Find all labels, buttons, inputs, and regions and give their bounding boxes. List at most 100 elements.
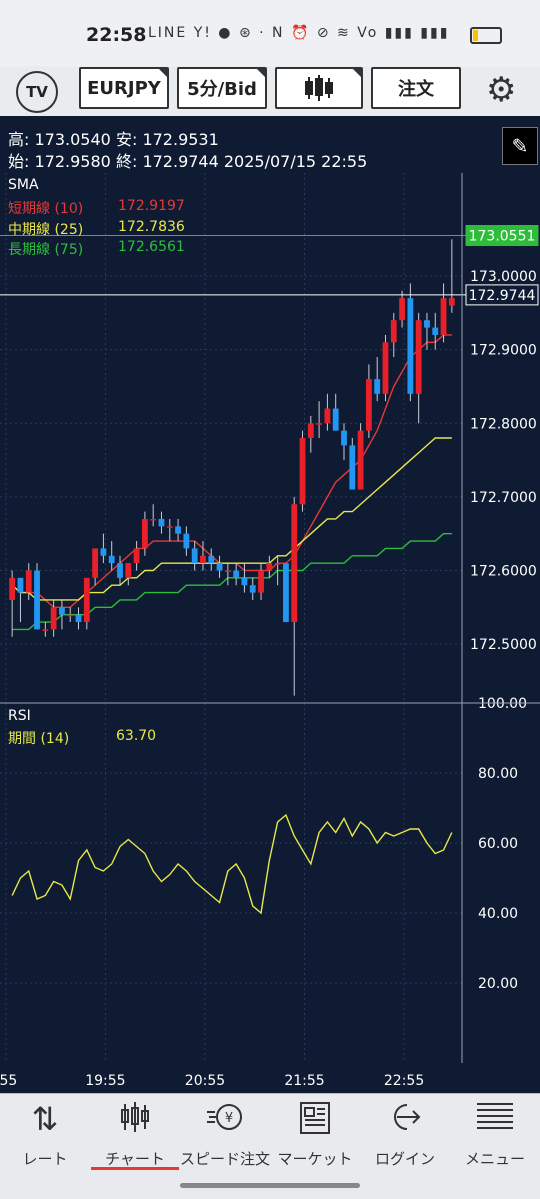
low-label: 安: (115, 130, 138, 149)
tab-speed-order-label: スピード注文 (180, 1150, 271, 1168)
tab-market[interactable]: マーケット (270, 1094, 360, 1174)
open-label: 始: (8, 152, 30, 171)
candle-body (440, 298, 447, 335)
candle-body (341, 430, 347, 446)
tab-rate[interactable]: ⇅ レート (0, 1094, 90, 1174)
tab-login[interactable]: ログイン (360, 1094, 450, 1174)
candle-body (50, 607, 57, 630)
candle-body (374, 379, 381, 394)
candle-body (200, 555, 206, 564)
candle-body (150, 518, 157, 521)
chart-type-button[interactable] (275, 67, 363, 109)
battery-icon (470, 27, 502, 44)
rsi-tick-label: 20.00 (478, 976, 518, 992)
top-toolbar: TV EURJPY 5分/Bid 注文 ⚙ (0, 66, 540, 116)
candle-body (108, 555, 115, 564)
low-value: 172.9531 (142, 130, 219, 149)
tab-chart[interactable]: チャート (90, 1094, 180, 1174)
candle-body (332, 408, 339, 431)
candle-body (448, 298, 455, 306)
candle-body (34, 570, 40, 630)
candle-body (299, 438, 306, 505)
price-tick-label: 172.6000 (470, 564, 537, 580)
candle-body (432, 327, 439, 335)
candle-body (291, 504, 298, 623)
candle-body (241, 577, 248, 586)
sma-short-label: 短期線 (10) (8, 201, 84, 217)
price-tag-label: 173.0551 (469, 228, 536, 244)
gear-icon[interactable]: ⚙ (486, 70, 517, 110)
candle-body (100, 548, 107, 556)
close-value: 172.9744 (142, 152, 219, 171)
candle-body (191, 548, 198, 564)
tab-speed-order[interactable]: ¥ スピード注文 (180, 1094, 270, 1174)
tradingview-logo[interactable]: TV (16, 71, 58, 113)
candle-body (249, 585, 256, 593)
candle-body (365, 379, 372, 431)
candle-body (166, 526, 173, 528)
candle-body (283, 563, 289, 623)
order-label: 注文 (398, 79, 434, 100)
price-tick-label: 172.5000 (470, 637, 537, 653)
time-tick-label: 19:55 (85, 1073, 125, 1089)
status-bar: 22:58 LINE Y! ● ⊛ · N ⏰ ⊘ ≋ Vo ▮▮▮ ▮▮▮ (0, 0, 540, 66)
candle-body (25, 570, 32, 593)
candle-body (415, 320, 422, 394)
candle-body (59, 607, 65, 615)
candle-body (324, 408, 331, 424)
price-tag-box (465, 284, 539, 306)
rate-arrows-icon: ⇅ (31, 1100, 59, 1138)
rsi-period-label: 期間 (14) (8, 731, 70, 747)
candle-body (141, 518, 148, 549)
candle-body (424, 320, 430, 328)
candle-body (208, 555, 215, 564)
status-icons: LINE Y! ● ⊛ · N ⏰ ⊘ ≋ Vo ▮▮▮ ▮▮▮ (148, 25, 450, 41)
candle-body (17, 577, 24, 593)
tab-chart-label: チャート (105, 1150, 165, 1168)
sma-short-value: 172.9197 (118, 198, 185, 214)
candle-body (42, 629, 49, 631)
time-tick-label: 21:55 (284, 1073, 324, 1089)
interval-label: 5分/Bid (187, 79, 257, 100)
candle-body (399, 298, 405, 321)
rsi-tick-label: 80.00 (478, 766, 518, 782)
svg-text:¥: ¥ (225, 1111, 233, 1126)
open-value: 172.9580 (34, 152, 111, 171)
candle-body (349, 445, 356, 490)
chart-icon (90, 1100, 180, 1142)
price-tag-label: 172.9744 (469, 288, 536, 304)
ohlc-info: 高: 173.0540 安: 172.9531 始: 172.9580 終: 1… (0, 116, 540, 173)
price-tick-label: 172.7000 (470, 490, 537, 506)
rsi-value: 63.70 (116, 728, 157, 744)
candle-body (183, 533, 190, 549)
candle-body (133, 548, 140, 564)
chart-canvas[interactable]: 173.0000 172.9000 172.8000 172.7000 172.6000… (0, 173, 540, 1093)
candle-body (158, 518, 165, 527)
interval-button[interactable]: 5分/Bid (177, 67, 267, 109)
candle-body (83, 577, 90, 623)
order-button[interactable]: 注文 (371, 67, 461, 109)
tab-market-label: マーケット (277, 1150, 353, 1168)
candle-body (274, 563, 281, 565)
candle-body (266, 563, 273, 571)
rsi-tick-label: 60.00 (478, 836, 518, 852)
candle-body (92, 548, 99, 578)
chart-area[interactable]: 173.0000 172.9000 172.8000 172.7000 172.6000… (0, 173, 540, 1093)
price-tick-label: 173.0000 (470, 269, 537, 285)
sma-mid-label: 中期線 (25) (8, 222, 84, 238)
candle-body (125, 563, 132, 578)
symbol-label: EURJPY (87, 77, 161, 99)
candle-body (307, 423, 314, 438)
candle-body (216, 563, 223, 571)
home-indicator[interactable] (180, 1183, 360, 1188)
pencil-icon[interactable]: ✎ (502, 127, 538, 165)
rsi-line (11, 813, 453, 915)
tab-menu-label: メニュー (464, 1150, 525, 1168)
candle-body (407, 298, 414, 394)
candlestick-icon (305, 75, 333, 101)
high-label: 高: (8, 130, 30, 149)
candle-body (67, 614, 74, 617)
symbol-button[interactable]: EURJPY (79, 67, 169, 109)
tab-menu[interactable]: メニュー (450, 1094, 540, 1174)
candle-body (258, 570, 264, 593)
